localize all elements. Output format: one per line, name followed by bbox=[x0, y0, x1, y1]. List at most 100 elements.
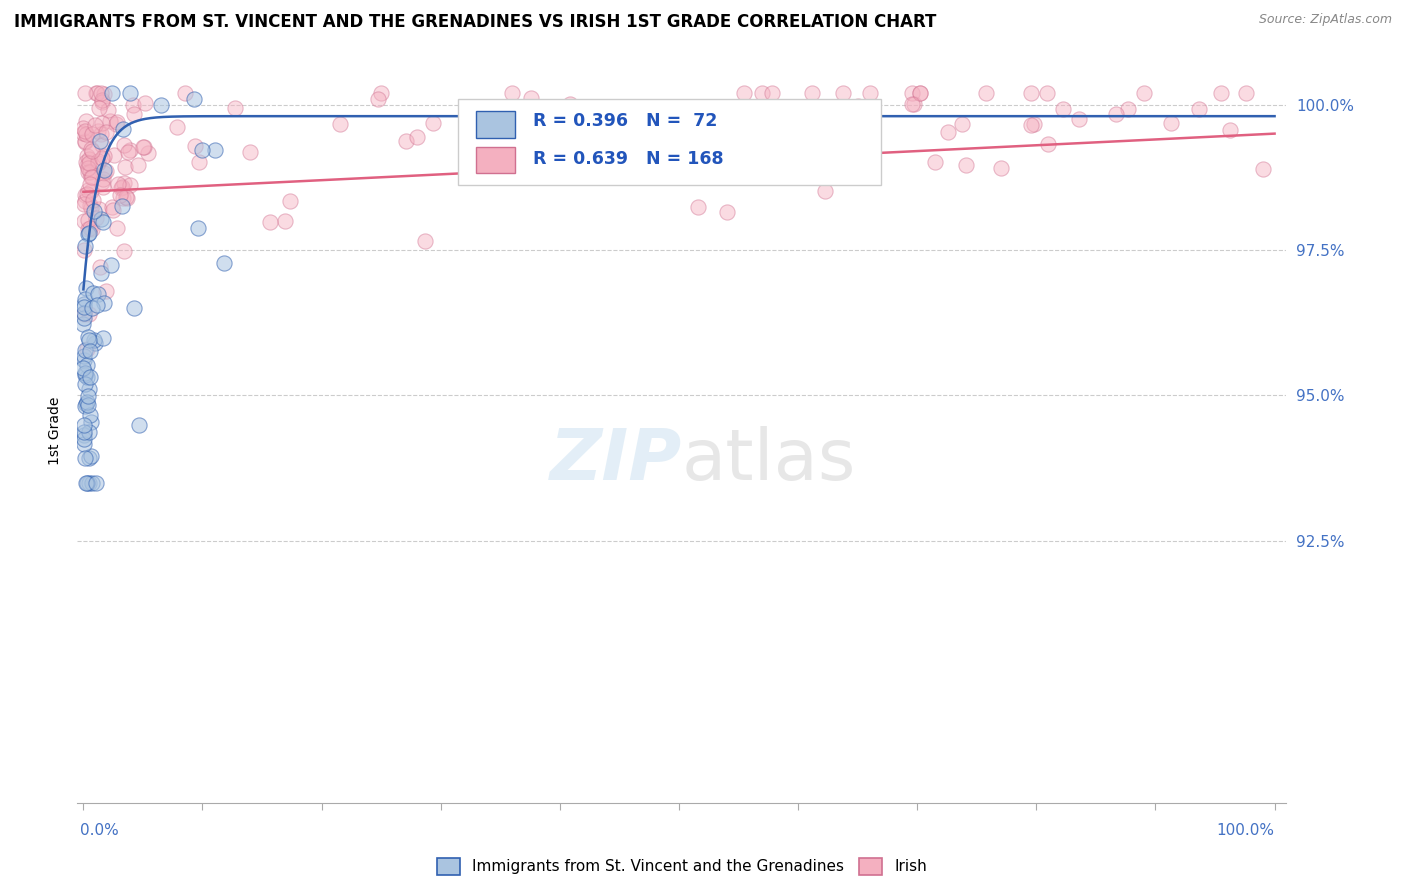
Point bbox=[122, 106, 145, 120]
Point bbox=[84, 118, 107, 132]
Point bbox=[75, 194, 97, 209]
Point bbox=[80, 415, 103, 429]
Point bbox=[903, 96, 925, 111]
Point bbox=[1234, 86, 1257, 100]
Point bbox=[75, 343, 97, 357]
Point bbox=[214, 256, 236, 270]
Point bbox=[73, 437, 96, 451]
Point bbox=[112, 138, 135, 153]
Point bbox=[96, 163, 118, 178]
Point bbox=[93, 215, 115, 229]
Point bbox=[73, 353, 96, 368]
Point bbox=[104, 117, 127, 131]
Point bbox=[72, 127, 94, 141]
Point bbox=[77, 307, 100, 321]
Point bbox=[329, 116, 352, 130]
Point bbox=[118, 143, 141, 157]
Point bbox=[90, 151, 112, 165]
Point bbox=[76, 475, 98, 490]
Point bbox=[124, 301, 146, 315]
Point bbox=[924, 155, 946, 169]
Point bbox=[79, 343, 101, 358]
Point bbox=[87, 153, 110, 168]
Point bbox=[73, 297, 96, 311]
Point bbox=[901, 86, 924, 100]
Point bbox=[1209, 86, 1232, 100]
Point bbox=[89, 202, 111, 217]
Point bbox=[76, 149, 98, 163]
Point bbox=[87, 101, 110, 115]
Point bbox=[80, 222, 103, 236]
Point bbox=[118, 86, 141, 100]
Point bbox=[105, 115, 128, 129]
Point bbox=[73, 310, 96, 325]
Point bbox=[75, 397, 97, 411]
Point bbox=[79, 177, 101, 191]
Point bbox=[90, 175, 112, 189]
Point bbox=[93, 295, 115, 310]
Point bbox=[73, 124, 96, 138]
Point bbox=[93, 331, 115, 345]
Point bbox=[120, 178, 142, 193]
Point bbox=[187, 220, 209, 235]
Point bbox=[89, 260, 111, 275]
Point bbox=[776, 148, 799, 162]
Point bbox=[73, 306, 96, 320]
Point bbox=[76, 358, 98, 372]
Point bbox=[572, 141, 595, 155]
Point bbox=[76, 183, 98, 197]
Point bbox=[761, 86, 783, 100]
Point bbox=[950, 117, 973, 131]
Point bbox=[112, 122, 135, 136]
Point bbox=[77, 382, 100, 396]
Point bbox=[121, 98, 143, 112]
Point bbox=[831, 86, 853, 100]
Point bbox=[990, 161, 1012, 175]
Point bbox=[595, 149, 617, 163]
Point bbox=[93, 166, 115, 180]
Point bbox=[80, 201, 103, 215]
Point bbox=[84, 211, 107, 226]
Point bbox=[115, 190, 138, 204]
Legend: Immigrants from St. Vincent and the Grenadines, Irish: Immigrants from St. Vincent and the Gren… bbox=[430, 852, 934, 880]
Point bbox=[901, 96, 924, 111]
Point bbox=[1038, 136, 1060, 151]
Point bbox=[79, 369, 101, 384]
Point bbox=[111, 180, 134, 194]
Point bbox=[98, 114, 121, 128]
Point bbox=[93, 163, 115, 178]
Point bbox=[814, 184, 837, 198]
Point bbox=[75, 113, 97, 128]
FancyBboxPatch shape bbox=[458, 99, 882, 185]
Point bbox=[73, 197, 96, 211]
Point bbox=[77, 227, 100, 241]
Point bbox=[96, 125, 118, 139]
Point bbox=[76, 158, 98, 172]
Point bbox=[695, 153, 717, 167]
Point bbox=[72, 361, 94, 376]
Point bbox=[75, 127, 97, 141]
Point bbox=[804, 123, 827, 137]
Point bbox=[77, 425, 100, 439]
Point bbox=[735, 135, 758, 149]
Point bbox=[457, 161, 479, 176]
Point bbox=[77, 161, 100, 176]
Point bbox=[77, 213, 100, 227]
Point bbox=[114, 160, 136, 174]
Point bbox=[501, 86, 523, 100]
Point bbox=[93, 148, 115, 162]
Point bbox=[107, 177, 129, 191]
Text: Source: ZipAtlas.com: Source: ZipAtlas.com bbox=[1258, 13, 1392, 27]
Point bbox=[103, 148, 125, 162]
Point bbox=[75, 366, 97, 380]
Point bbox=[395, 134, 418, 148]
Point bbox=[91, 172, 114, 186]
Point bbox=[72, 243, 94, 257]
Point bbox=[117, 191, 139, 205]
Point bbox=[76, 342, 98, 356]
Point bbox=[166, 120, 188, 134]
Point bbox=[76, 370, 98, 384]
Point bbox=[77, 451, 100, 466]
Point bbox=[93, 87, 115, 101]
Point bbox=[111, 199, 134, 213]
